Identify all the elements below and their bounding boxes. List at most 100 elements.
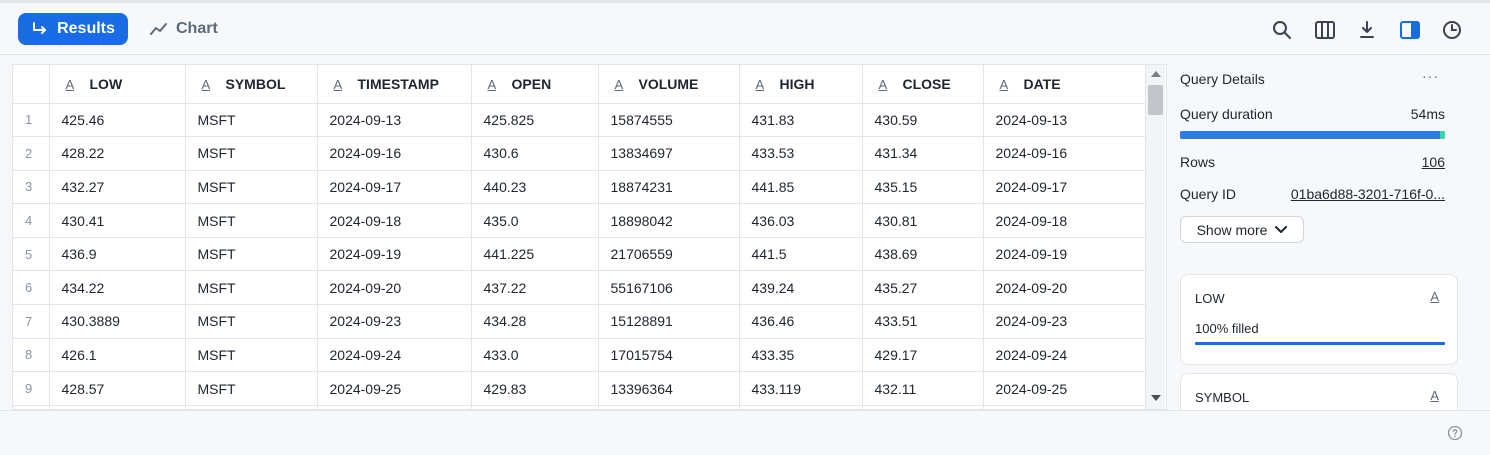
table-cell[interactable]: 55167106 xyxy=(598,270,740,306)
table-cell[interactable]: 426.1 xyxy=(49,338,186,373)
column-header-high[interactable]: A HIGH xyxy=(739,65,863,104)
table-cell[interactable]: MSFT xyxy=(185,270,318,306)
table-cell[interactable]: 441.225 xyxy=(471,237,599,272)
table-cell[interactable]: 2024-09-25 xyxy=(317,371,472,406)
column-card-symbol[interactable]: SYMBOL A xyxy=(1180,373,1458,410)
table-cell[interactable]: 15874555 xyxy=(598,103,740,138)
table-cell[interactable]: MSFT xyxy=(185,203,318,238)
table-cell[interactable]: 433.119 xyxy=(739,371,863,406)
table-cell[interactable]: 435.27 xyxy=(862,270,984,306)
table-row[interactable]: 1 425.46 MSFT 2024-09-13 425.825 15874555 431.… xyxy=(13,103,1149,138)
table-cell[interactable]: 425.46 xyxy=(49,103,186,138)
table-cell[interactable] xyxy=(49,405,186,409)
column-header-open[interactable]: A OPEN xyxy=(471,65,599,104)
table-cell[interactable]: 432.11 xyxy=(862,371,984,406)
table-cell[interactable]: 2024-09-13 xyxy=(983,103,1149,138)
query-id-link[interactable]: 01ba6d88-3201-716f-0... xyxy=(1290,186,1445,202)
table-cell[interactable]: MSFT xyxy=(185,103,318,138)
table-cell[interactable]: 433.53 xyxy=(739,136,863,171)
table-cell[interactable]: 2024-09-25 xyxy=(983,371,1149,406)
table-cell[interactable]: 2024-09-23 xyxy=(317,304,472,339)
table-row[interactable]: 4 430.41 MSFT 2024-09-18 435.0 18898042 436.03… xyxy=(13,203,1149,238)
table-cell[interactable]: 429.17 xyxy=(862,338,984,373)
table-cell[interactable]: 431.83 xyxy=(739,103,863,138)
column-header-timestamp[interactable]: A TIMESTAMP xyxy=(317,65,472,104)
table-cell[interactable]: MSFT xyxy=(185,304,318,339)
column-header-symbol[interactable]: A SYMBOL xyxy=(185,65,318,104)
table-cell[interactable]: 2024-09-20 xyxy=(317,270,472,306)
table-row[interactable]: 2 428.22 MSFT 2024-09-16 430.6 13834697 433.53… xyxy=(13,136,1149,171)
table-cell[interactable]: 436.9 xyxy=(49,237,186,272)
table-cell[interactable]: 430.41 xyxy=(49,203,186,238)
table-cell[interactable]: 2024-09-18 xyxy=(317,203,472,238)
table-cell[interactable]: 2024-09-16 xyxy=(983,136,1149,171)
table-cell[interactable]: MSFT xyxy=(185,136,318,171)
scroll-down-arrow-icon[interactable] xyxy=(1151,395,1161,401)
table-cell[interactable]: 21706559 xyxy=(598,237,740,272)
table-cell[interactable]: 13396364 xyxy=(598,371,740,406)
table-cell[interactable]: 2024-09-19 xyxy=(983,237,1149,272)
table-cell[interactable]: 432.27 xyxy=(49,170,186,205)
table-cell[interactable] xyxy=(862,405,984,409)
table-cell[interactable]: 2024-09-17 xyxy=(983,170,1149,205)
table-cell[interactable]: 434.22 xyxy=(49,270,186,306)
columns-icon[interactable] xyxy=(1314,19,1336,41)
scroll-up-arrow-icon[interactable] xyxy=(1151,71,1161,77)
table-row[interactable]: 3 432.27 MSFT 2024-09-17 440.23 18874231 441.8… xyxy=(13,170,1149,205)
table-row[interactable]: 7 430.3889 MSFT 2024-09-23 434.28 15128891 436… xyxy=(13,304,1149,339)
table-cell[interactable] xyxy=(598,405,740,409)
table-cell[interactable]: MSFT xyxy=(185,237,318,272)
table-cell[interactable]: 441.5 xyxy=(739,237,863,272)
table-cell[interactable] xyxy=(739,405,863,409)
vertical-scrollbar[interactable] xyxy=(1145,65,1165,409)
table-cell[interactable]: 436.03 xyxy=(739,203,863,238)
table-cell[interactable]: 434.28 xyxy=(471,304,599,339)
table-cell[interactable]: 435.15 xyxy=(862,170,984,205)
show-more-button[interactable]: Show more xyxy=(1180,216,1304,243)
table-cell[interactable]: 2024-09-16 xyxy=(317,136,472,171)
table-cell[interactable]: 428.57 xyxy=(49,371,186,406)
table-cell[interactable]: 436.46 xyxy=(739,304,863,339)
table-cell[interactable]: 433.35 xyxy=(739,338,863,373)
table-row[interactable] xyxy=(13,405,1149,409)
table-cell[interactable]: 2024-09-13 xyxy=(317,103,472,138)
table-cell[interactable]: 433.0 xyxy=(471,338,599,373)
tab-chart[interactable]: Chart xyxy=(150,13,218,45)
table-cell[interactable]: MSFT xyxy=(185,338,318,373)
table-cell[interactable]: 2024-09-24 xyxy=(317,338,472,373)
column-header-close[interactable]: A CLOSE xyxy=(862,65,984,104)
table-row[interactable]: 5 436.9 MSFT 2024-09-19 441.225 21706559 441.5… xyxy=(13,237,1149,272)
table-row[interactable]: 8 426.1 MSFT 2024-09-24 433.0 17015754 433.35 4… xyxy=(13,338,1149,373)
table-cell[interactable]: 15128891 xyxy=(598,304,740,339)
table-cell[interactable]: 430.6 xyxy=(471,136,599,171)
table-cell[interactable]: 441.85 xyxy=(739,170,863,205)
column-card-low[interactable]: LOW A 100% filled xyxy=(1180,274,1458,365)
table-cell[interactable]: 435.0 xyxy=(471,203,599,238)
table-cell[interactable]: MSFT xyxy=(185,371,318,406)
table-cell[interactable]: 428.22 xyxy=(49,136,186,171)
table-cell[interactable] xyxy=(317,405,472,409)
table-cell[interactable]: 2024-09-20 xyxy=(983,270,1149,306)
table-cell[interactable]: 17015754 xyxy=(598,338,740,373)
table-cell[interactable]: MSFT xyxy=(185,170,318,205)
split-panel-icon[interactable] xyxy=(1399,19,1421,41)
table-cell[interactable]: 433.51 xyxy=(862,304,984,339)
table-cell[interactable]: 430.59 xyxy=(862,103,984,138)
tab-results[interactable]: Results xyxy=(18,13,128,45)
help-icon[interactable] xyxy=(1447,425,1463,441)
search-icon[interactable] xyxy=(1271,19,1293,41)
column-header-volume[interactable]: A VOLUME xyxy=(598,65,740,104)
table-cell[interactable]: 431.34 xyxy=(862,136,984,171)
table-cell[interactable]: 440.23 xyxy=(471,170,599,205)
column-header-low[interactable]: A LOW xyxy=(49,65,186,104)
scroll-thumb[interactable] xyxy=(1148,85,1163,115)
table-cell[interactable]: 2024-09-24 xyxy=(983,338,1149,373)
table-cell[interactable]: 2024-09-18 xyxy=(983,203,1149,238)
table-cell[interactable]: 437.22 xyxy=(471,270,599,306)
table-cell[interactable]: 18874231 xyxy=(598,170,740,205)
table-cell[interactable]: 439.24 xyxy=(739,270,863,306)
table-row[interactable]: 6 434.22 MSFT 2024-09-20 437.22 55167106 439.2… xyxy=(13,270,1149,306)
table-cell[interactable]: 438.69 xyxy=(862,237,984,272)
table-cell[interactable] xyxy=(185,405,318,409)
more-options-icon[interactable]: ··· xyxy=(1422,68,1439,84)
